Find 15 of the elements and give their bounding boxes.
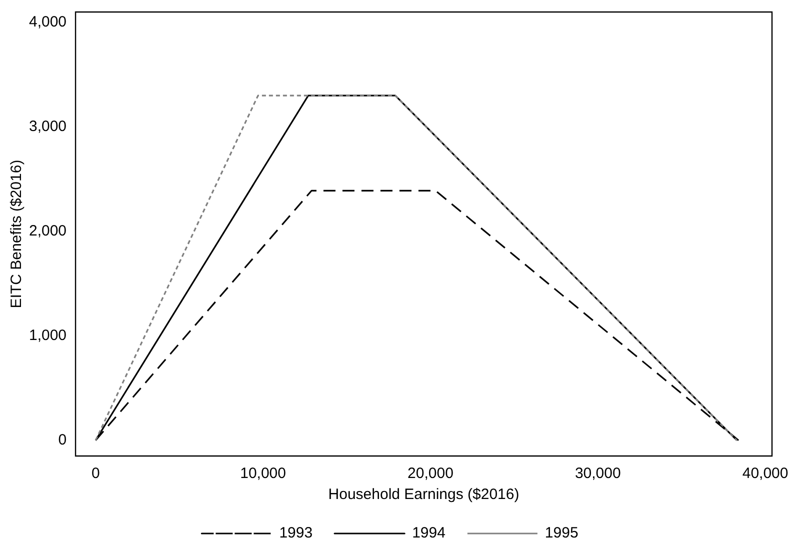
y-axis-title: EITC Benefits ($2016) [8,160,26,308]
legend-label: 1995 [544,524,578,542]
x-axis-title: Household Earnings ($2016) [328,486,520,504]
y-tick-label: 4,000 [28,14,67,31]
x-tick-label: 40,000 [742,465,788,482]
legend-label: 1994 [412,524,446,542]
x-tick-label: 10,000 [240,465,286,482]
y-tick-label: 0 [58,431,67,448]
x-tick-label: 20,000 [408,465,454,482]
x-tick-label: 0 [91,465,100,482]
y-tick-label: 3,000 [28,118,67,136]
x-tick-label: 30,000 [574,465,621,482]
y-tick-label: 2,000 [28,222,67,240]
y-tick-label: 1,000 [28,327,67,344]
legend-label: 1993 [279,524,313,542]
